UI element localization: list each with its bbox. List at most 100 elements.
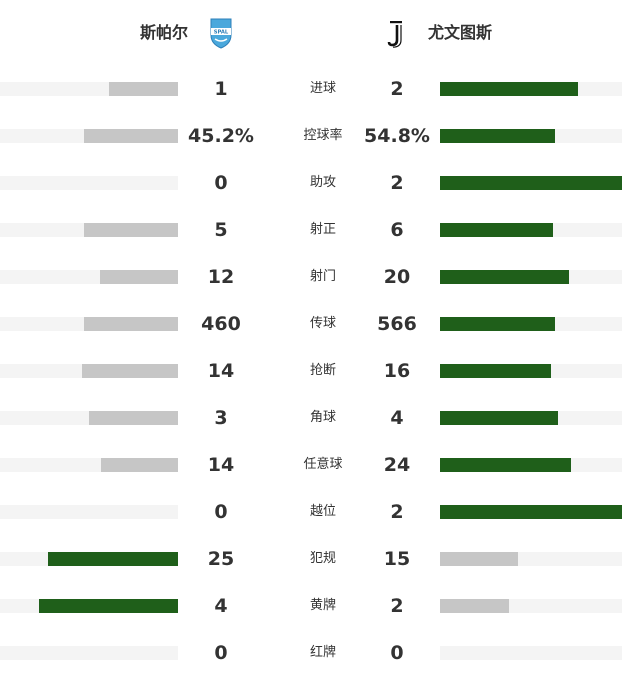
home-stat-value: 45.2%: [188, 125, 254, 147]
home-stat-track: [0, 317, 178, 331]
away-stat-value: 566: [377, 313, 417, 335]
home-stat-track: [0, 458, 178, 472]
stat-row: 3 角球 4: [0, 398, 622, 438]
away-stat-bar: [440, 317, 555, 331]
spal-logo-text: SPAL: [214, 30, 229, 36]
home-stat-bar: [89, 411, 178, 425]
away-stat-bar: [440, 129, 555, 143]
away-stat-track: [440, 646, 622, 660]
home-stat-bar: [83, 129, 178, 143]
away-stat-value: 20: [383, 266, 411, 288]
away-stat-value: 2: [390, 78, 404, 100]
home-stat-track: [0, 411, 178, 425]
home-stat-value: 0: [214, 501, 228, 523]
away-stat-track: [440, 552, 622, 566]
away-stat-bar: [440, 552, 519, 566]
home-stat-track: [0, 129, 178, 143]
home-stat-value: 0: [214, 642, 228, 664]
stat-row: 25 犯规 15: [0, 539, 622, 579]
away-stat-value: 0: [390, 642, 404, 664]
stat-row: 0 助攻 2: [0, 163, 622, 203]
home-stat-value: 14: [207, 454, 235, 476]
away-stat-value: 16: [383, 360, 411, 382]
home-stat-value: 4: [214, 595, 228, 617]
away-stat-bar: [440, 82, 579, 96]
stat-label: 黄牌: [309, 598, 336, 613]
away-stat-bar: [440, 411, 559, 425]
away-stat-track: [440, 458, 622, 472]
stat-label: 任意球: [303, 457, 343, 472]
away-team-name: 尤文图斯: [428, 23, 493, 42]
stat-label: 角球: [309, 410, 336, 425]
away-stat-value: 2: [390, 501, 404, 523]
away-stat-value: 4: [390, 407, 404, 429]
away-stat-track: [440, 505, 622, 519]
home-stat-bar: [99, 270, 178, 284]
stat-row: 45.2% 控球率 54.8%: [0, 116, 622, 156]
stat-row: 460 传球 566: [0, 304, 622, 344]
home-stat-bar: [48, 552, 178, 566]
away-stat-bar: [440, 505, 622, 519]
away-stat-value: 24: [383, 454, 411, 476]
away-stat-track: [440, 223, 622, 237]
home-stat-track: [0, 505, 178, 519]
home-stat-value: 460: [201, 313, 241, 335]
away-stat-bar: [440, 458, 572, 472]
home-stat-bar: [83, 317, 178, 331]
stat-row: 14 抢断 16: [0, 351, 622, 391]
away-stat-value: 6: [390, 219, 404, 241]
home-stat-track: [0, 552, 178, 566]
away-stat-value: 54.8%: [364, 125, 430, 147]
home-stat-value: 12: [207, 266, 235, 288]
stat-label: 助攻: [309, 175, 336, 190]
stat-label: 传球: [309, 316, 336, 331]
home-stat-bar: [39, 599, 178, 613]
match-header: 斯帕尔 SPAL 尤文图斯: [0, 0, 622, 70]
stat-label: 越位: [309, 504, 336, 519]
juventus-j-icon: [387, 21, 402, 48]
stat-label: 红牌: [309, 645, 336, 660]
stat-label: 射正: [309, 222, 336, 237]
away-stat-track: [440, 82, 622, 96]
away-stat-bar: [440, 270, 570, 284]
stat-label: 进球: [309, 81, 336, 96]
stat-row: 5 射正 6: [0, 210, 622, 250]
home-stat-bar: [101, 458, 178, 472]
stat-label: 控球率: [303, 128, 343, 143]
stat-label: 射门: [309, 269, 336, 284]
home-stat-value: 0: [214, 172, 228, 194]
home-stat-track: [0, 599, 178, 613]
stat-label: 抢断: [309, 363, 336, 378]
away-stat-value: 15: [383, 548, 411, 570]
away-stat-track: [440, 129, 622, 143]
stat-label: 犯规: [309, 551, 336, 566]
stat-row: 4 黄牌 2: [0, 586, 622, 626]
away-stat-track: [440, 317, 622, 331]
home-stat-value: 25: [207, 548, 235, 570]
away-stat-track: [440, 270, 622, 284]
home-stat-value: 3: [214, 407, 228, 429]
home-stat-bar: [81, 364, 178, 378]
home-stat-bar: [108, 82, 178, 96]
spal-crest-icon: SPAL: [210, 18, 232, 49]
home-stat-bar: [83, 223, 178, 237]
away-stat-value: 2: [390, 595, 404, 617]
away-stat-track: [440, 364, 622, 378]
away-stat-track: [440, 176, 622, 190]
away-stat-track: [440, 599, 622, 613]
home-stat-track: [0, 223, 178, 237]
home-stat-track: [0, 176, 178, 190]
home-stat-track: [0, 270, 178, 284]
stat-row: 0 越位 2: [0, 492, 622, 532]
home-stat-value: 1: [214, 78, 228, 100]
home-stat-track: [0, 646, 178, 660]
away-stat-bar: [440, 599, 510, 613]
home-stat-value: 14: [207, 360, 235, 382]
home-stat-track: [0, 82, 178, 96]
away-stat-bar: [440, 176, 622, 190]
away-stat-value: 2: [390, 172, 404, 194]
stat-row: 1 进球 2: [0, 69, 622, 109]
home-stat-track: [0, 364, 178, 378]
away-stat-track: [440, 411, 622, 425]
home-stat-value: 5: [214, 219, 228, 241]
